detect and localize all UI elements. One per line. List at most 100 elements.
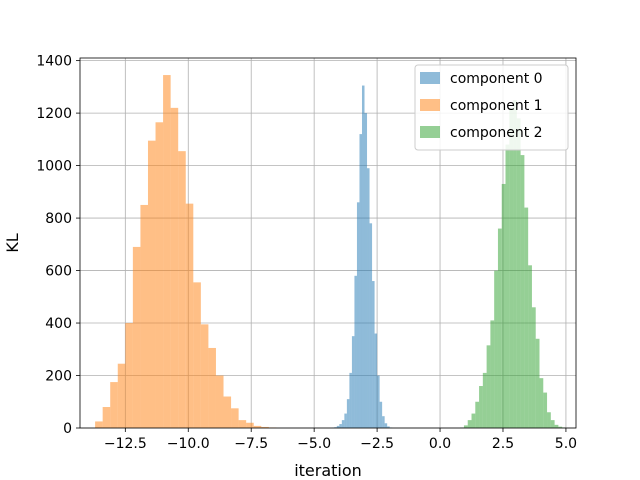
histogram-bar (344, 413, 347, 428)
histogram-bar (550, 420, 555, 428)
histogram-bar (547, 412, 551, 428)
histogram-bar (223, 396, 232, 428)
series-component-2 (460, 99, 566, 429)
y-tick-label: 200 (45, 369, 72, 385)
histogram-bar (110, 382, 118, 428)
histogram-bar (125, 323, 133, 428)
y-tick-label: 1200 (36, 106, 72, 122)
x-tick-label: −5.0 (297, 436, 331, 452)
x-tick-label: 0.0 (429, 436, 451, 452)
histogram-bar (95, 421, 103, 428)
histogram-bar (238, 420, 247, 428)
histogram-bar (170, 107, 179, 428)
histogram-bar (349, 372, 352, 428)
histogram-bar (524, 207, 529, 428)
histogram-bar (147, 140, 156, 428)
histogram-bar (497, 228, 502, 428)
series-component-0 (331, 85, 393, 428)
histogram-bar (372, 281, 375, 428)
histogram-bar (528, 265, 532, 428)
histogram-bar (516, 118, 521, 428)
y-tick-label: 800 (45, 211, 72, 227)
histogram-bar (117, 363, 126, 428)
y-tick-label: 1000 (36, 159, 72, 175)
histogram-bar (384, 423, 388, 428)
histogram-bar (558, 426, 563, 428)
histogram-bar (377, 375, 380, 428)
histogram-bar (339, 424, 342, 428)
histogram-bar (539, 378, 544, 428)
histogram-bar (356, 202, 360, 428)
histogram-bar (185, 203, 194, 428)
x-tick-label: −12.5 (104, 436, 147, 452)
histogram-bar (231, 408, 239, 428)
histogram-bar (387, 426, 390, 428)
histogram-bar (193, 282, 201, 428)
histogram-bar (102, 407, 111, 428)
histogram-bar (486, 345, 491, 428)
legend-swatch-component-1 (420, 99, 440, 111)
histogram-bar (261, 426, 269, 428)
legend: component 0 component 1 component 2 (414, 64, 569, 151)
histogram-bar (531, 307, 536, 428)
x-axis-label: iteration (294, 461, 362, 480)
histogram-bar (513, 99, 517, 429)
histogram-bar (364, 113, 368, 428)
histogram-bar (341, 420, 345, 428)
plot-frame (79, 57, 577, 429)
x-tick-label: −7.5 (234, 436, 268, 452)
histogram-bar (374, 333, 378, 428)
histogram-bar (463, 425, 468, 428)
histogram-bar (543, 392, 548, 428)
histogram-bar (140, 204, 148, 428)
histogram-bar (200, 324, 209, 428)
x-tick-label: −2.5 (360, 436, 394, 452)
histogram-bar (509, 107, 514, 428)
y-tick-label: 0 (63, 421, 72, 437)
x-tick-label: 5.0 (555, 436, 577, 452)
series-component-1 (95, 75, 277, 429)
histogram-bar (482, 372, 487, 428)
histogram-bar (382, 416, 385, 428)
legend-swatch-component-2 (420, 126, 440, 138)
histogram-bar (494, 270, 498, 428)
histogram-bar (475, 401, 480, 428)
histogram-bar (479, 386, 483, 428)
ticks-layer: −12.5 −10.0 −7.5 −5.0 −2.5 0.0 2.5 5.0 0 200 400 60… (36, 54, 577, 452)
histogram-bar (336, 425, 340, 428)
histogram-bar (246, 422, 254, 428)
legend-label-component-1: component 1 (450, 98, 543, 114)
histogram-bar (490, 320, 495, 428)
histogram-bar (215, 375, 224, 428)
histogram-bar (501, 183, 506, 428)
histogram-bar (155, 122, 164, 429)
histogram-bar (471, 413, 476, 428)
histogram-bar (379, 401, 383, 428)
histogram-bar (208, 347, 216, 428)
histogram-bar (361, 85, 365, 428)
histogram-bar (467, 420, 472, 428)
histogram-bar (359, 134, 362, 428)
histogram-bar (505, 144, 510, 428)
histogram-bar (354, 275, 357, 428)
histogram-bar (178, 151, 186, 429)
histogram-bar (535, 338, 540, 428)
histogram-bar (163, 75, 171, 429)
legend-label-component-2: component 2 (450, 125, 543, 141)
histogram-bar (520, 155, 525, 428)
legend-box (414, 64, 569, 151)
histogram-bar (367, 168, 370, 428)
histogram-bar (554, 424, 559, 428)
y-axis-label: KL (3, 233, 22, 252)
y-tick-label: 1400 (36, 54, 72, 70)
histogram-bar (351, 336, 355, 428)
y-tick-label: 400 (45, 316, 72, 332)
x-tick-label: 2.5 (492, 436, 514, 452)
legend-swatch-component-0 (420, 72, 440, 84)
bars-layer (95, 75, 566, 429)
x-tick-label: −10.0 (167, 436, 210, 452)
histogram-bar (132, 246, 141, 428)
histogram-bar (346, 399, 350, 428)
